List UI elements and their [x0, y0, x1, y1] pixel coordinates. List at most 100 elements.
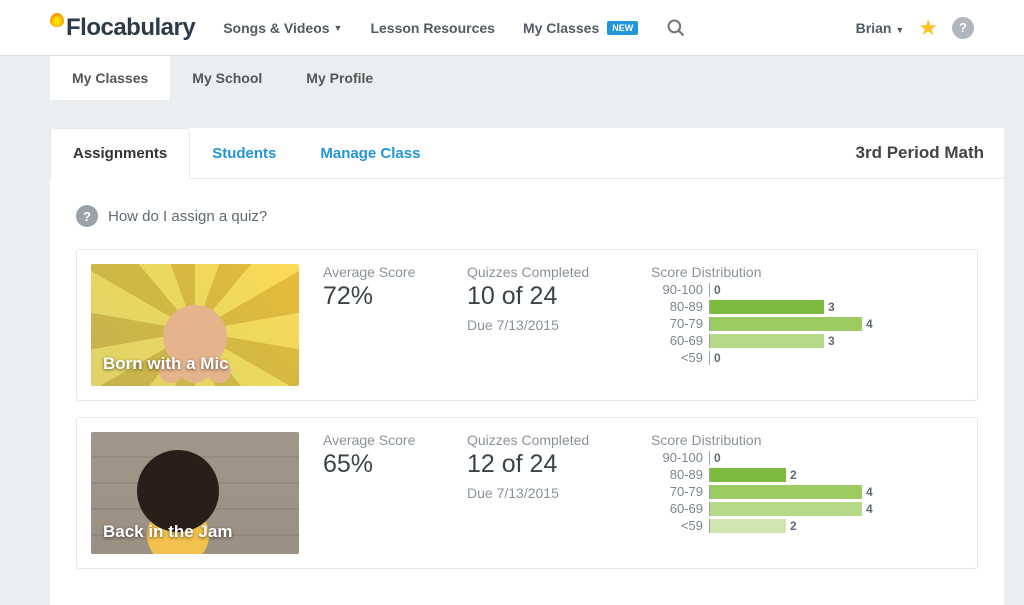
flame-icon [50, 13, 64, 27]
dist-value: 0 [714, 451, 721, 465]
subtab-my-profile[interactable]: My Profile [284, 56, 395, 100]
help-line[interactable]: ? How do I assign a quiz? [76, 205, 978, 227]
chevron-down-icon: ▼ [334, 23, 343, 33]
dist-band-label: 80-89 [651, 299, 703, 314]
dist-label: Score Distribution [651, 432, 963, 448]
dist-band-label: 70-79 [651, 316, 703, 331]
dist-bar-wrap [709, 300, 824, 314]
tab-students[interactable]: Students [190, 129, 298, 178]
completed-col: Quizzes Completed12 of 24Due 7/13/2015 [467, 432, 627, 554]
subnav: My Classes My School My Profile [0, 56, 1024, 100]
dist-bar [710, 300, 824, 314]
dist-band-label: <59 [651, 350, 703, 365]
nav-songs[interactable]: Songs & Videos ▼ [223, 20, 342, 36]
topbar: Flocabulary Songs & Videos ▼ Lesson Reso… [0, 0, 1024, 56]
dist-bar-wrap [709, 334, 824, 348]
dist-bar [710, 485, 862, 499]
dist-bar-wrap [709, 502, 862, 516]
dist-bar-wrap [709, 468, 786, 482]
due-date: Due 7/13/2015 [467, 485, 627, 501]
dist-row: <59 2 [651, 518, 963, 533]
dist-label: Score Distribution [651, 264, 963, 280]
subtab-my-school[interactable]: My School [170, 56, 284, 100]
dist-bar [710, 334, 824, 348]
dist-value: 0 [714, 351, 721, 365]
dist-value: 0 [714, 283, 721, 297]
dist-value: 2 [790, 519, 797, 533]
avg-score-value: 65% [323, 450, 443, 479]
assignment-thumbnail[interactable]: Back in the Jam [91, 432, 299, 554]
assignment-thumbnail[interactable]: Born with a Mic [91, 264, 299, 386]
dist-row: 80-89 2 [651, 467, 963, 482]
completed-value: 12 of 24 [467, 450, 627, 479]
content: ? How do I assign a quiz? Born with a Mi… [50, 179, 1004, 605]
dist-bar [710, 317, 862, 331]
dist-value: 4 [866, 485, 873, 499]
dist-row: 60-69 4 [651, 501, 963, 516]
user-name: Brian [856, 20, 892, 36]
dist-value: 4 [866, 502, 873, 516]
dist-band-label: 70-79 [651, 484, 703, 499]
avg-score-col: Average Score 72% [323, 264, 443, 386]
search-button[interactable] [666, 18, 686, 38]
new-badge: NEW [607, 21, 638, 35]
star-icon[interactable]: ★ [918, 15, 938, 41]
assignments-list: Born with a Mic Average Score 72% Quizzes C… [76, 249, 978, 569]
logo-text: Flocabulary [66, 14, 195, 42]
dist-value: 2 [790, 468, 797, 482]
dist-row: <59 0 [651, 350, 963, 365]
dist-band-label: 60-69 [651, 333, 703, 348]
score-distribution: Score Distribution90-100080-89270-79460-… [651, 432, 963, 554]
completed-col: Quizzes Completed10 of 24Due 7/13/2015 [467, 264, 627, 386]
assignment-row[interactable]: Back in the JamAverage Score65%Quizzes C… [76, 417, 978, 569]
due-date: Due 7/13/2015 [467, 317, 627, 333]
nav-songs-label: Songs & Videos [223, 20, 329, 36]
chevron-down-icon: ▼ [895, 25, 904, 35]
logo[interactable]: Flocabulary [50, 14, 195, 42]
dist-bar [710, 502, 862, 516]
user-menu[interactable]: Brian ▼ [856, 20, 905, 36]
dist-bar [710, 468, 786, 482]
nav-resources[interactable]: Lesson Resources [370, 20, 495, 36]
help-button[interactable]: ? [952, 17, 974, 39]
dist-band-label: <59 [651, 518, 703, 533]
nav-classes[interactable]: My Classes NEW [523, 20, 638, 36]
assignment-row[interactable]: Born with a Mic Average Score 72% Quizzes C… [76, 249, 978, 401]
dist-row: 70-79 4 [651, 316, 963, 331]
avg-score-label: Average Score [323, 264, 443, 280]
dist-band-label: 80-89 [651, 467, 703, 482]
tab-manage[interactable]: Manage Class [298, 129, 442, 178]
tab-row: Assignments Students Manage Class 3rd Pe… [50, 128, 1004, 179]
dist-band-label: 60-69 [651, 501, 703, 516]
dist-value: 3 [828, 300, 835, 314]
assignment-title: Back in the Jam [103, 522, 232, 542]
dist-bar-wrap [709, 351, 710, 365]
dist-value: 4 [866, 317, 873, 331]
dist-row: 90-100 0 [651, 450, 963, 465]
dist-bar-wrap [709, 317, 862, 331]
dist-row: 70-79 4 [651, 484, 963, 499]
dist-value: 3 [828, 334, 835, 348]
nav-classes-label: My Classes [523, 20, 599, 36]
main-nav: Songs & Videos ▼ Lesson Resources My Cla… [223, 18, 855, 38]
dist-band-label: 90-100 [651, 450, 703, 465]
dist-bar [710, 519, 786, 533]
tab-assignments[interactable]: Assignments [50, 128, 190, 179]
dist-bar-wrap [709, 451, 710, 465]
dist-bar-wrap [709, 519, 786, 533]
avg-score-label: Average Score [323, 432, 443, 448]
page: Assignments Students Manage Class 3rd Pe… [0, 100, 1024, 605]
dist-band-label: 90-100 [651, 282, 703, 297]
help-text: How do I assign a quiz? [108, 208, 267, 225]
help-icon: ? [76, 205, 98, 227]
user-nav: Brian ▼ ★ ? [856, 15, 974, 41]
dist-row: 80-89 3 [651, 299, 963, 314]
nav-resources-label: Lesson Resources [370, 20, 495, 36]
class-title: 3rd Period Math [856, 143, 1004, 163]
dist-row: 60-69 3 [651, 333, 963, 348]
dist-row: 90-100 0 [651, 282, 963, 297]
subtab-my-classes[interactable]: My Classes [50, 56, 170, 100]
completed-label: Quizzes Completed [467, 264, 627, 280]
assignment-title: Born with a Mic [103, 354, 229, 374]
avg-score-value: 72% [323, 282, 443, 311]
